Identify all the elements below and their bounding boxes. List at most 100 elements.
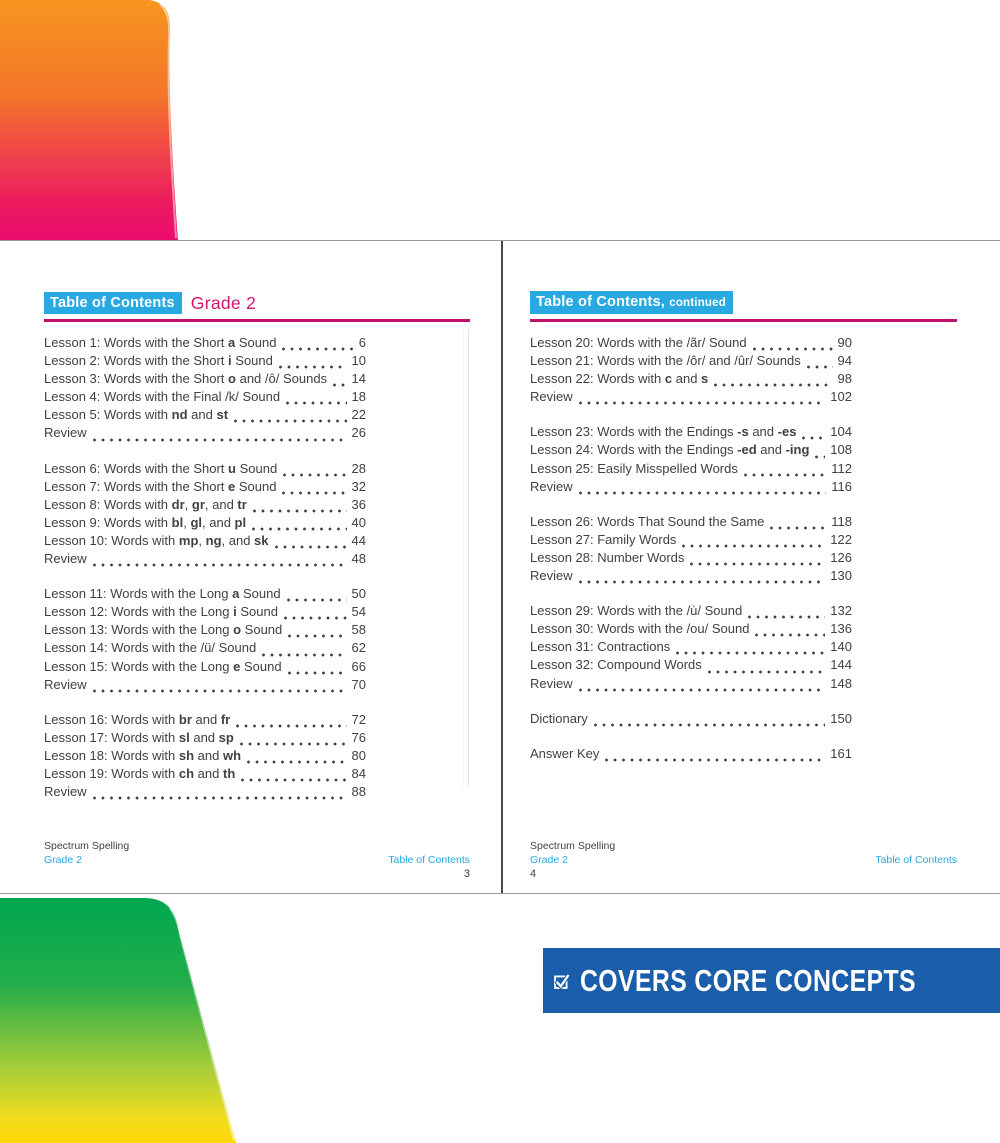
- footer-grade: Grade 2: [530, 854, 568, 866]
- dot-leader: [578, 580, 826, 585]
- toc-row-page: 150: [830, 710, 852, 726]
- toc-row-label: Lesson 8: Words with dr, gr, and tr: [44, 496, 247, 512]
- dot-leader: [676, 651, 826, 656]
- toc-row-page: 98: [837, 371, 852, 387]
- toc-row-page: 130: [830, 568, 852, 584]
- toc-row: Lesson 28: Number Words 126: [530, 550, 852, 568]
- toc-list: Lesson 1: Words with the Short a Sound 6 L…: [44, 335, 366, 802]
- toc-group: Answer Key 161: [530, 746, 852, 764]
- toc-row-page: 122: [830, 531, 852, 547]
- toc-row-label: Lesson 32: Compound Words: [530, 657, 702, 673]
- toc-row: Lesson 24: Words with the Endings -ed an…: [530, 442, 852, 460]
- toc-header-badge: Table of Contents, continued: [530, 291, 733, 314]
- toc-row: Lesson 12: Words with the Long i Sound 54: [44, 604, 366, 622]
- footer-series-title: Spectrum Spelling: [530, 840, 616, 852]
- footer-page-number: 3: [463, 868, 470, 880]
- toc-row-page: 94: [837, 353, 852, 369]
- toc-row-page: 18: [351, 389, 366, 405]
- toc-row-label: Lesson 7: Words with the Short e Sound: [44, 478, 277, 494]
- toc-row: Lesson 29: Words with the /ù/ Sound 132: [530, 603, 852, 621]
- toc-row-label: Lesson 22: Words with c and s: [530, 371, 709, 387]
- dot-leader: [92, 796, 347, 801]
- toc-row: Lesson 27: Family Words 122: [530, 532, 852, 550]
- toc-group: Lesson 29: Words with the /ù/ Sound 132 Le…: [530, 603, 852, 693]
- footer-grade: Grade 2: [44, 854, 82, 866]
- grade-title: Grade 2: [190, 293, 257, 313]
- toc-row: Lesson 30: Words with the /ou/ Sound 136: [530, 621, 852, 639]
- toc-row-label: Lesson 11: Words with the Long a Sound: [44, 586, 281, 602]
- dot-leader: [283, 472, 347, 477]
- dot-leader: [605, 757, 826, 762]
- dot-leader: [707, 669, 826, 674]
- dot-leader: [92, 437, 347, 442]
- toc-row: Lesson 18: Words with sh and wh 80: [44, 748, 366, 766]
- toc-row: Lesson 32: Compound Words 144: [530, 657, 852, 675]
- toc-row-page: 80: [351, 747, 366, 763]
- dot-leader: [247, 759, 347, 764]
- toc-row-label: Answer Key: [530, 745, 600, 761]
- toc-row-label: Review: [530, 478, 573, 494]
- toc-row: Review 88: [44, 784, 366, 802]
- toc-row-page: 28: [351, 460, 366, 476]
- toc-row-page: 40: [351, 514, 366, 530]
- toc-row-page: 161: [830, 745, 852, 761]
- toc-row-label: Lesson 2: Words with the Short i Sound: [44, 353, 273, 369]
- toc-row-page: 54: [351, 604, 366, 620]
- toc-row-page: 48: [351, 551, 366, 567]
- toc-row-page: 132: [830, 603, 852, 619]
- dot-leader: [806, 365, 833, 370]
- dot-leader: [578, 687, 826, 692]
- toc-row-page: 36: [351, 496, 366, 512]
- toc-row-page: 84: [351, 765, 366, 781]
- toc-row: Lesson 15: Words with the Long e Sound 66: [44, 659, 366, 677]
- toc-row-page: 6: [358, 335, 366, 350]
- toc-row-label: Lesson 20: Words with the /ãr/ Sound: [530, 335, 747, 350]
- toc-group: Lesson 1: Words with the Short a Sound 6 L…: [44, 335, 366, 444]
- toc-row-page: 14: [351, 371, 366, 387]
- dot-leader: [287, 670, 347, 675]
- toc-row-label: Review: [44, 676, 87, 692]
- toc-group: Lesson 11: Words with the Long a Sound 50…: [44, 586, 366, 695]
- toc-row: Lesson 13: Words with the Long o Sound 58: [44, 622, 366, 640]
- toc-row-page: 144: [830, 657, 852, 673]
- toc-row: Lesson 11: Words with the Long a Sound 50: [44, 586, 366, 604]
- toc-row-page: 22: [351, 407, 366, 423]
- covers-core-concepts-banner: COVERS CORE CONCEPTS: [543, 948, 1000, 1013]
- dot-leader: [252, 508, 347, 513]
- toc-row: Answer Key 161: [530, 746, 852, 764]
- toc-header-badge: Table of Contents: [44, 292, 182, 314]
- dot-leader: [743, 472, 827, 477]
- dot-leader: [241, 778, 347, 783]
- toc-row: Lesson 31: Contractions 140: [530, 639, 852, 657]
- dot-leader: [236, 723, 347, 728]
- toc-group: Lesson 23: Words with the Endings -s and…: [530, 424, 852, 496]
- toc-row: Lesson 2: Words with the Short i Sound 10: [44, 353, 366, 371]
- toc-row-label: Dictionary: [530, 710, 588, 726]
- toc-row-page: 50: [351, 586, 366, 602]
- dot-leader: [92, 563, 347, 568]
- toc-spread: Table of Contents Grade 2 Lesson 1: Word…: [0, 240, 1000, 894]
- toc-row: Lesson 17: Words with sl and sp 76: [44, 730, 366, 748]
- footer-section: Table of Contents: [875, 854, 957, 866]
- toc-row-page: 58: [351, 622, 366, 638]
- dot-leader: [714, 383, 833, 388]
- dot-leader: [752, 347, 833, 352]
- toc-row: Review 148: [530, 676, 852, 694]
- toc-header-badge-suffix: continued: [669, 297, 726, 309]
- toc-row: Lesson 25: Easily Misspelled Words 112: [530, 461, 852, 479]
- dot-leader: [690, 562, 826, 567]
- page-footer: Spectrum Spelling Grade 2 Table of Conte…: [44, 840, 470, 880]
- toc-row-page: 118: [831, 513, 852, 529]
- header-rule: [530, 319, 957, 322]
- cover-gradient-bottom-left: [0, 898, 236, 1143]
- dot-leader: [333, 383, 347, 388]
- toc-row-label: Lesson 10: Words with mp, ng, and sk: [44, 532, 269, 548]
- toc-row: Review 102: [530, 389, 852, 407]
- toc-group: Lesson 20: Words with the /ãr/ Sound 90 Le…: [530, 335, 852, 407]
- toc-group: Dictionary 150: [530, 711, 852, 729]
- dot-leader: [578, 490, 827, 495]
- toc-row-page: 44: [351, 532, 366, 548]
- toc-row-label: Lesson 23: Words with the Endings -s and…: [530, 424, 797, 440]
- toc-row-label: Review: [530, 675, 573, 691]
